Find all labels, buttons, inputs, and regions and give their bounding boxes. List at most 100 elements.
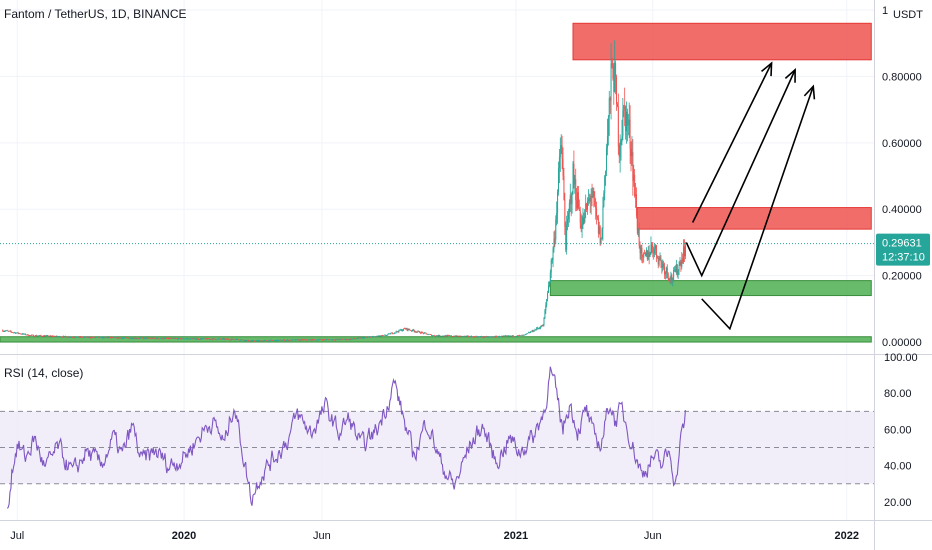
candle-body <box>324 339 326 341</box>
candle-body <box>263 340 265 341</box>
candle-body <box>92 336 94 338</box>
candle-body <box>496 336 498 338</box>
candle-body <box>434 335 436 337</box>
candle-body <box>551 260 553 261</box>
candle-body <box>604 176 606 194</box>
candle-body <box>121 337 123 339</box>
candle-body <box>4 330 6 332</box>
candle-body <box>234 339 236 341</box>
candle-body <box>492 336 494 338</box>
candle-body <box>64 336 66 337</box>
candle-body <box>539 327 541 329</box>
candle-body <box>18 333 20 334</box>
candle-body <box>209 338 211 340</box>
candle-body <box>503 335 505 337</box>
candle-body <box>416 331 418 333</box>
candle-body <box>23 333 25 335</box>
candle-body <box>346 339 348 341</box>
candle-body <box>163 338 165 339</box>
candle-body <box>125 337 127 338</box>
candle-body <box>105 337 107 338</box>
candle-body <box>150 338 152 339</box>
candle-body <box>206 338 208 340</box>
candle-body <box>399 329 401 331</box>
candle-body <box>501 336 503 337</box>
candle-body <box>161 337 163 339</box>
candle-body <box>597 217 599 234</box>
candle-body <box>62 336 64 338</box>
candle-body <box>644 253 646 254</box>
candle-body <box>291 339 293 341</box>
candle-body <box>673 269 675 281</box>
candle-body <box>335 339 337 340</box>
candle-body <box>110 337 112 338</box>
candle-body <box>509 335 511 337</box>
candle-body <box>483 336 485 338</box>
candle-body <box>101 337 103 339</box>
candle-body <box>67 336 69 338</box>
candle-body <box>298 339 300 341</box>
candle-body <box>444 335 446 337</box>
candle-body <box>446 335 448 337</box>
candle-body <box>196 339 198 340</box>
candle-body <box>427 334 429 336</box>
price-countdown: 12:37:10 <box>882 252 925 264</box>
candle-body <box>337 339 339 340</box>
candle-body <box>603 193 605 207</box>
candle-body <box>531 330 533 332</box>
candle-body <box>218 338 219 340</box>
candle-body <box>223 338 225 340</box>
candle-body <box>179 338 181 340</box>
candle-body <box>579 210 581 224</box>
candle-body <box>162 338 164 340</box>
rsi-title: RSI (14, close) <box>4 366 84 380</box>
candle-body <box>27 334 29 336</box>
candle-body <box>294 339 296 341</box>
candle-body <box>157 337 159 339</box>
candle-body <box>214 338 216 340</box>
candle-body <box>245 340 247 341</box>
candle-body <box>130 337 132 339</box>
candle-body <box>251 340 253 342</box>
candle-body <box>205 338 207 339</box>
candle-body <box>297 339 299 341</box>
candle-body <box>467 335 469 337</box>
candle-body <box>72 337 74 338</box>
candle-body <box>221 338 223 340</box>
candle-body <box>478 336 480 338</box>
candle-body <box>189 338 191 340</box>
candle-body <box>281 340 283 342</box>
candle-body <box>211 339 213 340</box>
candle-body <box>224 338 226 340</box>
candle-body <box>566 224 568 250</box>
candle-body <box>361 337 363 339</box>
candle-body <box>350 338 352 340</box>
candle-body <box>533 330 535 332</box>
candle-body <box>296 339 298 341</box>
candle-body <box>661 261 663 268</box>
candle-body <box>373 336 375 338</box>
candle-body <box>122 337 124 339</box>
candle-body <box>606 148 608 171</box>
candle-body <box>136 338 138 340</box>
candle-body <box>241 339 243 341</box>
candle-body <box>145 337 147 339</box>
candle-body <box>300 339 302 341</box>
candle-body <box>519 335 521 336</box>
candle-body <box>587 199 589 202</box>
candle-body <box>383 335 385 336</box>
candle-body <box>639 245 641 254</box>
candle-body <box>440 336 442 337</box>
candle-body <box>568 202 570 214</box>
candle-body <box>336 339 338 340</box>
candle-body <box>472 336 474 338</box>
candle-body <box>119 337 121 339</box>
candle-body <box>484 337 486 338</box>
candle-body <box>76 336 78 338</box>
candle-body <box>494 336 496 338</box>
price-tick-label: 1 <box>882 5 888 17</box>
candle-body <box>621 136 623 142</box>
candle-body <box>387 333 389 335</box>
candle-body <box>225 338 227 340</box>
candle-body <box>615 62 617 77</box>
